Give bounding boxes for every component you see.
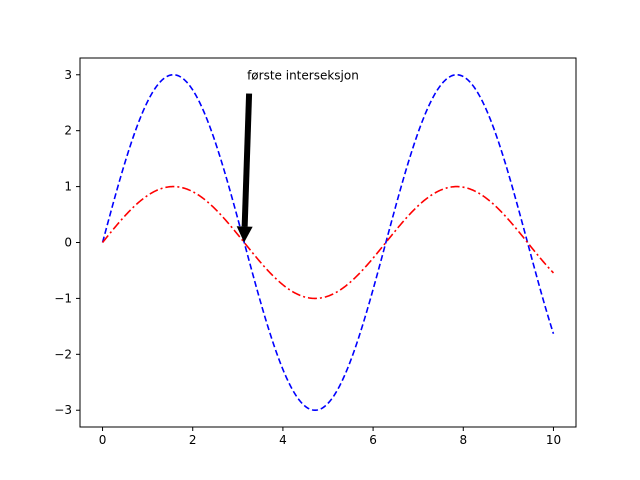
y-tick-label: 3 [64,68,72,82]
plot-series [101,73,555,412]
series-line-0 [101,73,555,412]
y-axis-ticks: −3 −2 −1 0 1 2 3 [54,68,80,417]
annotation-layer: første interseksjon [236,69,359,243]
annotation-arrow-head [236,226,253,243]
x-axis-ticks: 0 2 4 6 8 10 [99,427,561,447]
x-tick-label: 4 [279,433,287,447]
annotation-text: første interseksjon [247,69,359,83]
x-tick-label: 6 [369,433,377,447]
x-tick-label: 2 [189,433,197,447]
y-tick-label: −3 [54,403,72,417]
series-line-1 [101,185,555,300]
y-tick-label: 2 [64,124,72,138]
annotation-arrow-shaft [241,93,253,227]
y-tick-label: 1 [64,180,72,194]
y-tick-label: −1 [54,291,72,305]
y-tick-label: 0 [64,236,72,250]
y-tick-label: −2 [54,347,72,361]
x-tick-label: 10 [546,433,561,447]
x-tick-label: 8 [459,433,467,447]
x-tick-label: 0 [99,433,107,447]
